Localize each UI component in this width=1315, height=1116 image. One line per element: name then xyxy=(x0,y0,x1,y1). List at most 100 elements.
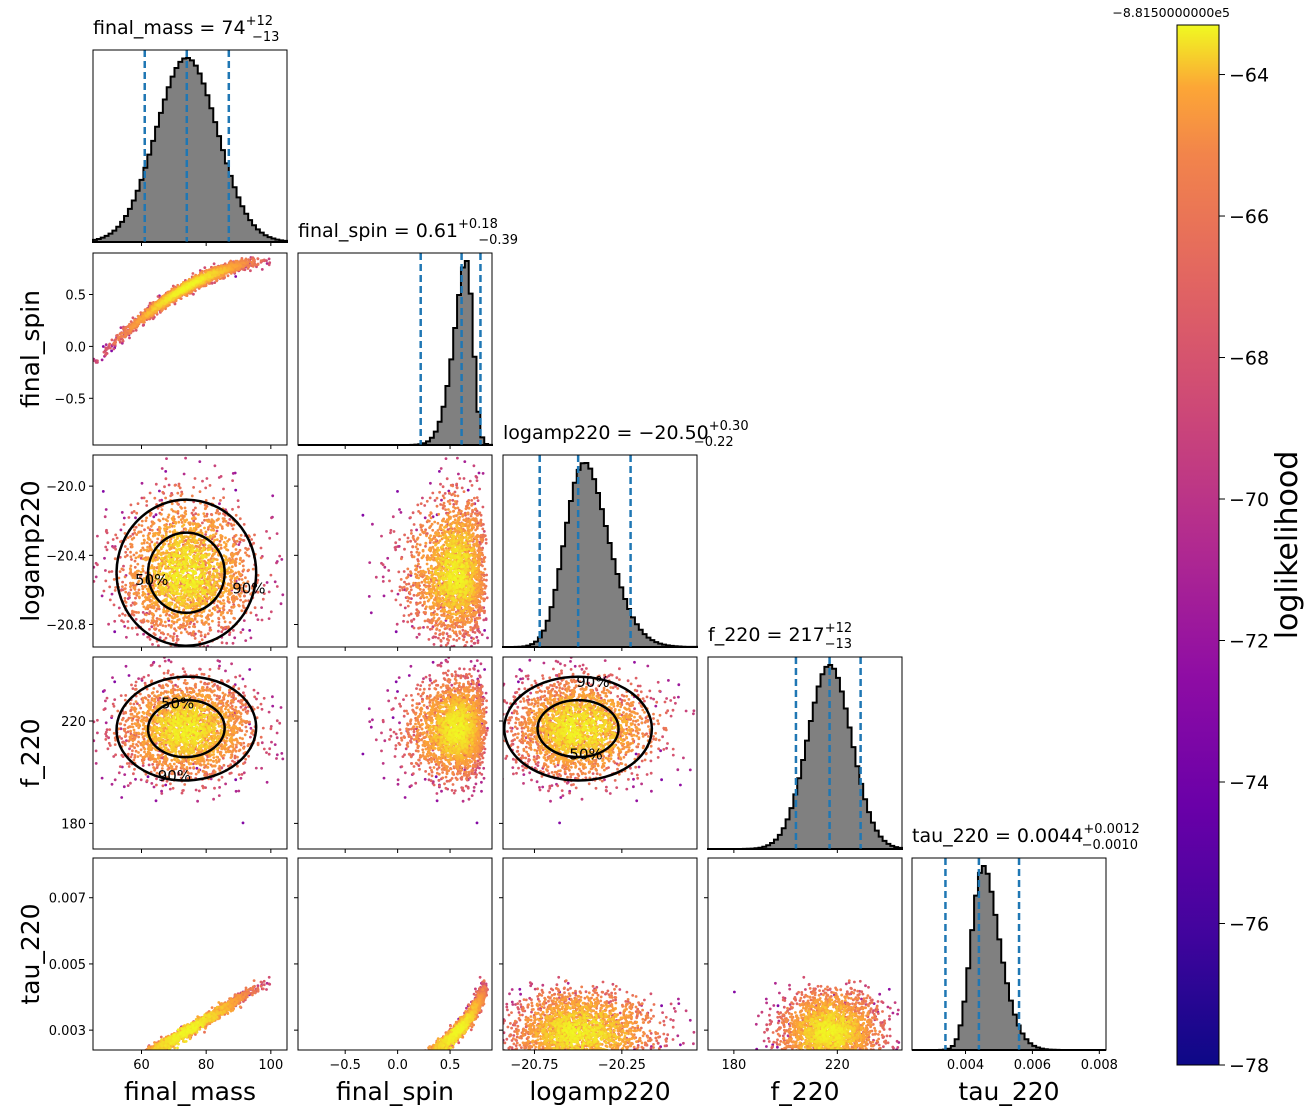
scatter-point xyxy=(220,525,224,528)
scatter-point xyxy=(182,287,186,291)
scatter-point xyxy=(173,539,177,543)
scatter-point xyxy=(214,532,218,535)
scatter-point xyxy=(110,349,113,353)
scatter-point xyxy=(160,467,164,470)
scatter-point xyxy=(240,609,244,613)
scatter-point xyxy=(170,602,174,606)
scatter-point xyxy=(216,605,220,609)
scatter-point xyxy=(161,545,165,549)
scatter-point xyxy=(141,620,145,624)
scatter-point xyxy=(281,593,285,597)
scatter-point xyxy=(231,570,234,573)
scatter-point xyxy=(123,625,127,628)
scatter-point xyxy=(170,620,174,623)
scatter-point xyxy=(135,320,139,324)
scatter-point xyxy=(273,580,277,584)
scatter-point xyxy=(187,539,190,543)
scatter-point xyxy=(158,592,162,595)
histogram-bars xyxy=(708,664,903,850)
scatter-point xyxy=(246,580,250,583)
scatter-point xyxy=(183,627,187,631)
scatter-point xyxy=(150,564,154,567)
scatter-point xyxy=(176,491,180,495)
scatter-point xyxy=(121,338,124,341)
scatter-point xyxy=(178,486,182,490)
scatter-point xyxy=(154,513,158,517)
scatter-point xyxy=(129,555,133,559)
scatter-point xyxy=(104,530,108,533)
scatter-point xyxy=(173,529,177,532)
scatter-point xyxy=(192,529,196,532)
scatter-point xyxy=(225,548,228,551)
scatter-point xyxy=(135,511,139,515)
scatter-point xyxy=(239,533,243,537)
scatter-point xyxy=(174,521,178,525)
scatter-point xyxy=(259,259,263,263)
scatter-point xyxy=(145,541,149,544)
scatter-point xyxy=(217,579,221,583)
scatter-point xyxy=(185,449,188,452)
scatter-point xyxy=(113,630,117,634)
scatter-point xyxy=(157,644,160,647)
scatter-point xyxy=(269,610,273,614)
scatter-point xyxy=(122,620,125,624)
scatter-point xyxy=(218,539,222,543)
scatter-point xyxy=(154,553,158,557)
scatter-point xyxy=(162,599,166,603)
scatter-point xyxy=(202,512,206,515)
scatter-point xyxy=(215,508,219,512)
histogram-bars xyxy=(502,462,698,648)
scatter-point xyxy=(203,543,207,547)
scatter-point xyxy=(151,616,155,620)
scatter-point xyxy=(221,611,225,615)
scatter-point xyxy=(233,636,237,640)
axes-frame xyxy=(502,454,698,648)
scatter-point xyxy=(235,267,239,271)
scatter-point xyxy=(133,528,136,532)
axes-frame xyxy=(92,49,288,243)
scatter-point xyxy=(208,626,212,630)
scatter-point xyxy=(102,350,106,354)
scatter-point xyxy=(231,574,235,578)
scatter-point xyxy=(234,533,238,537)
scatter-point xyxy=(121,612,124,616)
scatter-point xyxy=(104,579,108,583)
scatter-point xyxy=(195,620,199,624)
scatter-point xyxy=(221,594,225,597)
scatter-point xyxy=(256,618,260,621)
scatter-point xyxy=(158,578,162,582)
scatter-point xyxy=(137,530,141,534)
scatter-point xyxy=(155,619,159,623)
scatter-point xyxy=(142,317,146,321)
scatter-point xyxy=(232,629,235,632)
scatter-point xyxy=(150,599,154,602)
scatter-point xyxy=(288,601,291,604)
scatter-point xyxy=(121,585,124,588)
scatter-point xyxy=(262,592,266,595)
scatter-point xyxy=(163,620,167,624)
scatter-point xyxy=(185,542,189,545)
scatter-point xyxy=(142,632,146,636)
scatter-point xyxy=(149,566,153,570)
scatter-point xyxy=(276,0,279,1)
scatter-point xyxy=(183,615,187,619)
scatter-point xyxy=(179,559,183,562)
scatter-point xyxy=(100,594,104,598)
scatter-point xyxy=(267,263,271,267)
scatter-point xyxy=(280,0,283,1)
scatter-point xyxy=(198,547,202,551)
scatter-point xyxy=(159,567,163,570)
scatter-point xyxy=(184,624,187,628)
scatter-point xyxy=(166,617,170,621)
scatter-point xyxy=(260,606,263,609)
scatter-point xyxy=(268,261,272,265)
scatter-point xyxy=(172,515,176,519)
scatter-point xyxy=(207,553,210,557)
scatter-point xyxy=(218,502,221,506)
scatter-point xyxy=(260,268,264,271)
scatter-point xyxy=(110,338,114,342)
scatter-point xyxy=(228,583,232,587)
scatter-point xyxy=(160,556,164,560)
scatter-point xyxy=(265,262,269,265)
scatter-point xyxy=(210,275,214,279)
